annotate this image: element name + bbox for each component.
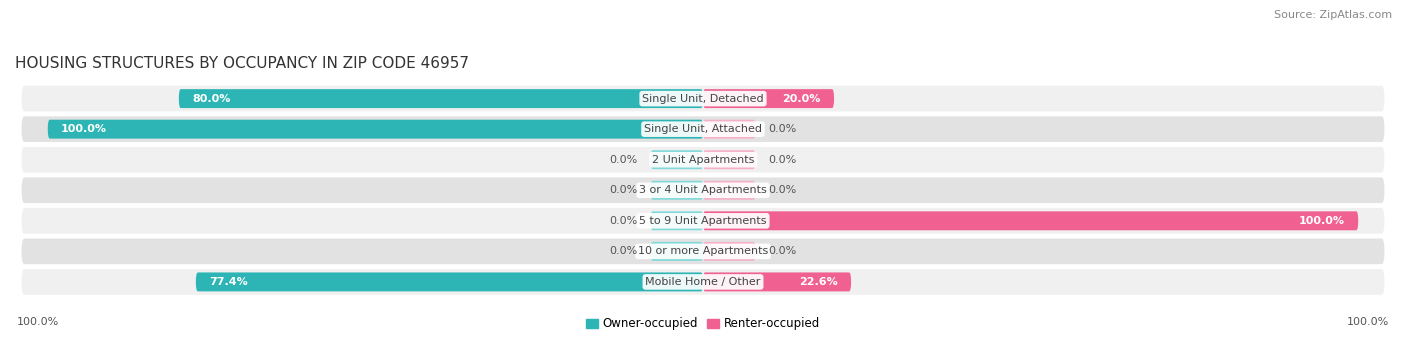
Text: 0.0%: 0.0% [609, 246, 637, 256]
FancyBboxPatch shape [703, 242, 755, 261]
Text: Source: ZipAtlas.com: Source: ZipAtlas.com [1274, 10, 1392, 20]
Text: 22.6%: 22.6% [799, 277, 838, 287]
FancyBboxPatch shape [21, 208, 1385, 234]
FancyBboxPatch shape [651, 150, 703, 169]
FancyBboxPatch shape [21, 239, 1385, 264]
Text: 100.0%: 100.0% [1299, 216, 1346, 226]
Text: 10 or more Apartments: 10 or more Apartments [638, 246, 768, 256]
FancyBboxPatch shape [651, 211, 703, 230]
FancyBboxPatch shape [21, 269, 1385, 295]
FancyBboxPatch shape [703, 211, 1358, 230]
Text: Single Unit, Detached: Single Unit, Detached [643, 94, 763, 104]
FancyBboxPatch shape [21, 116, 1385, 142]
Text: 5 to 9 Unit Apartments: 5 to 9 Unit Apartments [640, 216, 766, 226]
Text: 0.0%: 0.0% [769, 155, 797, 165]
Text: 2 Unit Apartments: 2 Unit Apartments [652, 155, 754, 165]
FancyBboxPatch shape [21, 177, 1385, 203]
Text: Single Unit, Attached: Single Unit, Attached [644, 124, 762, 134]
Text: 0.0%: 0.0% [769, 124, 797, 134]
FancyBboxPatch shape [48, 120, 703, 139]
Text: 20.0%: 20.0% [783, 94, 821, 104]
FancyBboxPatch shape [195, 272, 703, 292]
FancyBboxPatch shape [703, 89, 834, 108]
Legend: Owner-occupied, Renter-occupied: Owner-occupied, Renter-occupied [581, 313, 825, 335]
Text: 100.0%: 100.0% [60, 124, 107, 134]
Text: 0.0%: 0.0% [769, 185, 797, 195]
Text: HOUSING STRUCTURES BY OCCUPANCY IN ZIP CODE 46957: HOUSING STRUCTURES BY OCCUPANCY IN ZIP C… [15, 56, 470, 71]
FancyBboxPatch shape [703, 120, 755, 139]
Text: 100.0%: 100.0% [17, 317, 59, 327]
Text: 0.0%: 0.0% [609, 155, 637, 165]
FancyBboxPatch shape [21, 147, 1385, 173]
Text: 0.0%: 0.0% [609, 216, 637, 226]
FancyBboxPatch shape [703, 181, 755, 200]
Text: 0.0%: 0.0% [609, 185, 637, 195]
Text: 100.0%: 100.0% [1347, 317, 1389, 327]
FancyBboxPatch shape [651, 181, 703, 200]
FancyBboxPatch shape [703, 150, 755, 169]
Text: 77.4%: 77.4% [209, 277, 247, 287]
FancyBboxPatch shape [179, 89, 703, 108]
FancyBboxPatch shape [21, 86, 1385, 112]
Text: 80.0%: 80.0% [191, 94, 231, 104]
FancyBboxPatch shape [703, 272, 851, 292]
Text: Mobile Home / Other: Mobile Home / Other [645, 277, 761, 287]
Text: 3 or 4 Unit Apartments: 3 or 4 Unit Apartments [640, 185, 766, 195]
FancyBboxPatch shape [651, 242, 703, 261]
Text: 0.0%: 0.0% [769, 246, 797, 256]
